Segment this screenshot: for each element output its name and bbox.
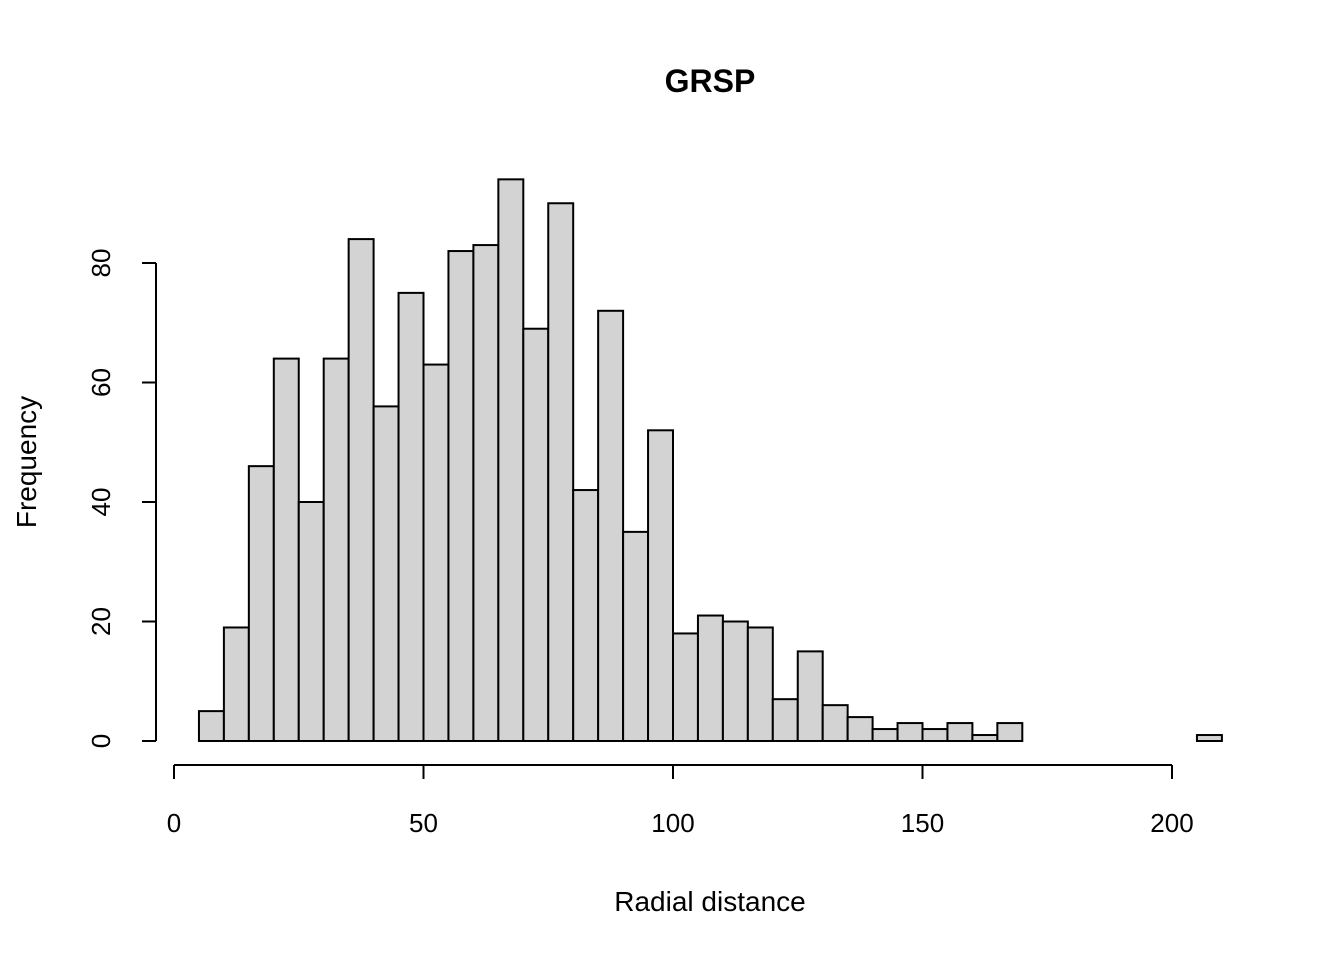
histogram-bar [622, 530, 650, 742]
histogram-bar [846, 716, 874, 742]
histogram-bar [497, 178, 525, 743]
histogram-bar [771, 698, 799, 742]
histogram-bar [472, 244, 500, 742]
histogram-bar [547, 202, 575, 742]
histogram-bar [347, 238, 375, 742]
y-tick-label: 80 [86, 249, 116, 278]
x-axis-label: Radial distance [614, 886, 805, 917]
histogram-bar [996, 722, 1024, 743]
x-axis: 0 50 100 150 200 [167, 764, 1194, 838]
histogram-bar [696, 614, 724, 743]
x-tick-label: 200 [1150, 808, 1193, 838]
y-tick-label: 60 [86, 368, 116, 397]
y-axis: 0 20 40 60 80 [86, 249, 157, 748]
histogram-bar [721, 620, 749, 742]
x-tick-label: 50 [409, 808, 438, 838]
histogram-bar [1195, 734, 1223, 743]
histogram-bar [597, 309, 625, 742]
histogram-bar [397, 291, 425, 742]
histogram-bar [297, 501, 325, 742]
histogram-bar [422, 363, 450, 742]
histogram-bar [222, 626, 250, 742]
histogram-bar [672, 632, 699, 743]
histogram-bar [796, 650, 824, 742]
chart-title: GRSP [665, 63, 756, 99]
histogram-bar [971, 734, 999, 743]
x-tick-label: 150 [901, 808, 944, 838]
histogram-bar [372, 405, 400, 742]
x-tick-label: 0 [167, 808, 181, 838]
histogram-bar [746, 626, 774, 742]
histogram-bar [821, 704, 849, 743]
histogram-bar [247, 465, 275, 742]
histogram-bar [946, 722, 974, 743]
histogram-bar [272, 357, 300, 742]
histogram-bar [921, 728, 949, 742]
histogram-bar [447, 250, 475, 743]
histogram-bar [322, 357, 350, 742]
bars-group [197, 178, 1223, 743]
histogram-bar [647, 429, 674, 742]
y-tick-label: 40 [86, 488, 116, 517]
y-tick-label: 20 [86, 607, 116, 636]
histogram-bar [197, 710, 225, 742]
y-tick-label: 0 [86, 734, 116, 748]
histogram-bar [572, 489, 600, 742]
x-tick-label: 100 [651, 808, 694, 838]
histogram-bar [871, 728, 899, 742]
y-axis-label: Frequency [11, 396, 42, 528]
histogram-bar [522, 327, 550, 742]
histogram-bar [896, 722, 924, 743]
